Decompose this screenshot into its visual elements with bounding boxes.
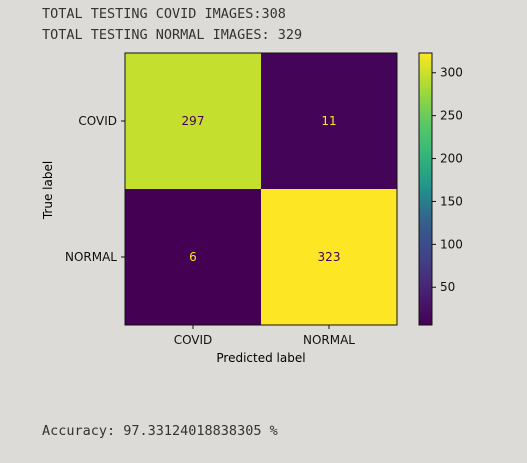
y-axis-label: True label [41, 161, 55, 220]
matrix-cell-value: 323 [318, 250, 341, 264]
colorbar-tick-label: 100 [440, 237, 463, 251]
matrix-cell-labels: 297 11 6 323 [182, 114, 341, 264]
y-tick-label: COVID [78, 114, 117, 128]
matrix-cell-value: 297 [182, 114, 205, 128]
normal-count-text: TOTAL TESTING NORMAL IMAGES: 329 [42, 27, 303, 43]
matrix-cell-value: 6 [189, 250, 197, 264]
matrix-cell [261, 189, 397, 325]
colorbar-tick-label: 50 [440, 280, 455, 294]
colorbar: 50 100 150 200 250 300 [418, 52, 463, 326]
colorbar-tick-label: 200 [440, 152, 463, 166]
colorbar-tick-label: 150 [440, 194, 463, 208]
accuracy-text: Accuracy: 97.33124018838305 % [42, 423, 278, 439]
covid-count-text: TOTAL TESTING COVID IMAGES:308 [42, 6, 286, 22]
x-tick-label: NORMAL [303, 333, 355, 347]
y-tick-label: NORMAL [65, 250, 117, 264]
matrix-cells [125, 53, 397, 325]
matrix-cell [125, 189, 261, 325]
matrix-cell [261, 53, 397, 189]
matrix-frame [124, 52, 398, 326]
x-axis-label: Predicted label [216, 351, 305, 365]
colorbar-tick-label: 250 [440, 109, 463, 123]
x-tick-label: COVID [174, 333, 213, 347]
colorbar-gradient [418, 52, 433, 326]
matrix-axes: COVID NORMAL COVID NORMAL [65, 52, 398, 347]
matrix-cell [125, 53, 261, 189]
matrix-cell-value: 11 [321, 114, 336, 128]
colorbar-tick-label: 300 [440, 66, 463, 80]
